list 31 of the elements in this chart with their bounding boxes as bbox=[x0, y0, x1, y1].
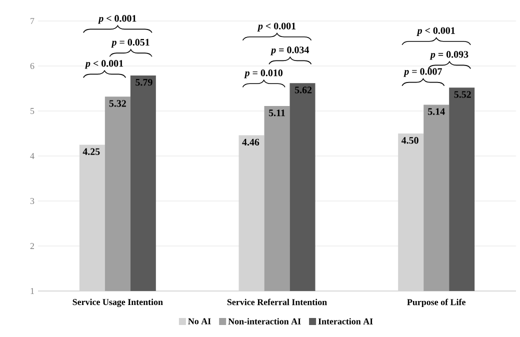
x-tick-label: Service Usage Intention bbox=[72, 298, 163, 307]
y-tick-label: 2 bbox=[30, 243, 34, 249]
data-label: 4.46 bbox=[242, 138, 260, 146]
data-label: 4.25 bbox=[82, 148, 100, 156]
data-label: 5.32 bbox=[109, 100, 126, 107]
legend-label: Interaction AI bbox=[318, 318, 373, 324]
y-tick-label: 5 bbox=[30, 108, 34, 114]
data-label: 5.14 bbox=[428, 108, 445, 115]
x-tick-label: Purpose of Life bbox=[407, 298, 466, 307]
y-tick-label: 3 bbox=[30, 198, 34, 204]
data-label: 5.79 bbox=[136, 78, 152, 86]
annotation: p = 0.034 bbox=[270, 46, 309, 56]
y-tick-label: 1 bbox=[30, 288, 34, 294]
x-tick-label: Service Referral Intention bbox=[227, 298, 327, 306]
y-tick-label: 4 bbox=[30, 153, 34, 159]
annotation: p = 0.093 bbox=[430, 51, 468, 60]
annotation: p = 0.051 bbox=[111, 38, 150, 48]
annotation: p = 0.007 bbox=[403, 68, 442, 77]
y-tick-label: 6 bbox=[30, 62, 34, 70]
annotation: p < 0.001 bbox=[98, 15, 136, 24]
legend-label: No AI bbox=[188, 318, 211, 324]
annotation: p < 0.001 bbox=[84, 60, 124, 69]
data-label: 5.11 bbox=[268, 110, 285, 116]
annotation: p = 0.010 bbox=[244, 69, 283, 78]
annotation: p < 0.001 bbox=[257, 22, 296, 32]
y-tick-label: 7 bbox=[30, 18, 34, 24]
legend-label: Non-interaction AI bbox=[228, 318, 301, 324]
data-label: 4.50 bbox=[401, 137, 418, 144]
data-label: 5.52 bbox=[454, 91, 471, 98]
annotation: p < 0.001 bbox=[416, 27, 455, 36]
data-label: 5.62 bbox=[294, 86, 312, 94]
